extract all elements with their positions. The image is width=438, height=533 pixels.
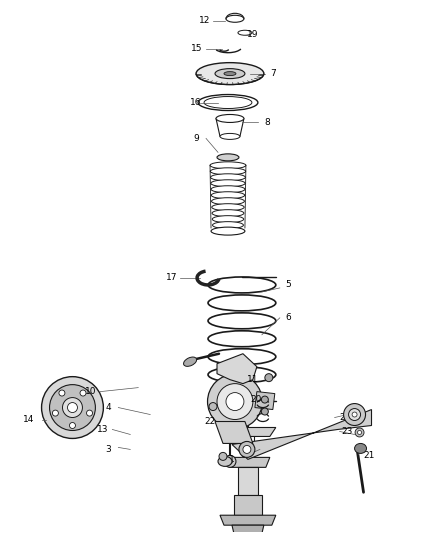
Ellipse shape (357, 431, 361, 434)
Ellipse shape (215, 69, 245, 78)
Text: 10: 10 (85, 387, 96, 396)
Ellipse shape (67, 402, 78, 413)
Ellipse shape (352, 412, 357, 417)
Text: 12: 12 (199, 17, 211, 25)
Ellipse shape (212, 222, 244, 229)
Ellipse shape (226, 15, 244, 22)
Ellipse shape (224, 455, 236, 467)
Polygon shape (217, 354, 257, 384)
Ellipse shape (210, 162, 246, 169)
Text: 23: 23 (341, 427, 352, 436)
Ellipse shape (53, 410, 58, 416)
Ellipse shape (243, 446, 251, 454)
Text: 8: 8 (264, 118, 270, 127)
Ellipse shape (343, 403, 366, 425)
Text: 15: 15 (191, 44, 203, 53)
Ellipse shape (70, 423, 75, 429)
Ellipse shape (265, 374, 273, 382)
Text: 22: 22 (205, 417, 215, 426)
Text: 20: 20 (250, 395, 261, 404)
Ellipse shape (212, 216, 244, 223)
Ellipse shape (198, 94, 258, 110)
Text: 21: 21 (364, 451, 375, 460)
Text: 5: 5 (285, 280, 291, 289)
Ellipse shape (209, 402, 217, 410)
Text: 16: 16 (191, 98, 202, 107)
Ellipse shape (217, 384, 253, 419)
Ellipse shape (42, 377, 103, 439)
Polygon shape (220, 515, 276, 525)
Ellipse shape (227, 459, 233, 464)
Polygon shape (220, 427, 276, 437)
Ellipse shape (212, 209, 244, 216)
Text: 2: 2 (340, 413, 346, 422)
Text: 17: 17 (166, 273, 178, 282)
Ellipse shape (261, 408, 268, 415)
Ellipse shape (184, 357, 197, 366)
Text: 9: 9 (193, 134, 199, 143)
Ellipse shape (80, 390, 86, 396)
Text: 11: 11 (247, 375, 259, 384)
Text: 19: 19 (247, 30, 259, 39)
Polygon shape (234, 495, 262, 515)
Ellipse shape (226, 393, 244, 410)
Ellipse shape (238, 30, 252, 35)
Ellipse shape (208, 374, 262, 429)
Polygon shape (232, 525, 264, 533)
Polygon shape (215, 422, 253, 443)
Ellipse shape (224, 71, 236, 76)
Ellipse shape (211, 174, 245, 181)
Ellipse shape (212, 198, 244, 205)
Ellipse shape (218, 456, 232, 466)
Ellipse shape (239, 441, 255, 457)
Text: 6: 6 (285, 313, 291, 322)
Polygon shape (238, 467, 258, 495)
Ellipse shape (196, 63, 264, 85)
Text: 7: 7 (270, 69, 276, 78)
Polygon shape (255, 392, 275, 409)
Ellipse shape (211, 180, 245, 187)
Ellipse shape (349, 409, 360, 421)
Text: 4: 4 (106, 403, 111, 412)
Ellipse shape (355, 443, 367, 454)
Text: 1: 1 (229, 455, 235, 464)
Text: 13: 13 (97, 425, 108, 434)
Text: 3: 3 (106, 445, 111, 454)
Ellipse shape (216, 115, 244, 123)
Ellipse shape (217, 154, 239, 161)
Ellipse shape (210, 168, 246, 175)
Ellipse shape (211, 227, 245, 235)
Ellipse shape (63, 398, 82, 417)
Ellipse shape (220, 133, 240, 140)
Ellipse shape (211, 186, 245, 193)
Ellipse shape (59, 390, 65, 396)
Ellipse shape (212, 204, 244, 211)
Ellipse shape (49, 385, 95, 431)
Ellipse shape (355, 428, 364, 437)
Polygon shape (226, 457, 270, 467)
Ellipse shape (211, 192, 245, 199)
Ellipse shape (261, 396, 268, 403)
Polygon shape (216, 118, 244, 136)
Ellipse shape (87, 410, 92, 416)
Text: 14: 14 (23, 415, 34, 424)
Polygon shape (232, 409, 371, 459)
Ellipse shape (219, 453, 227, 461)
